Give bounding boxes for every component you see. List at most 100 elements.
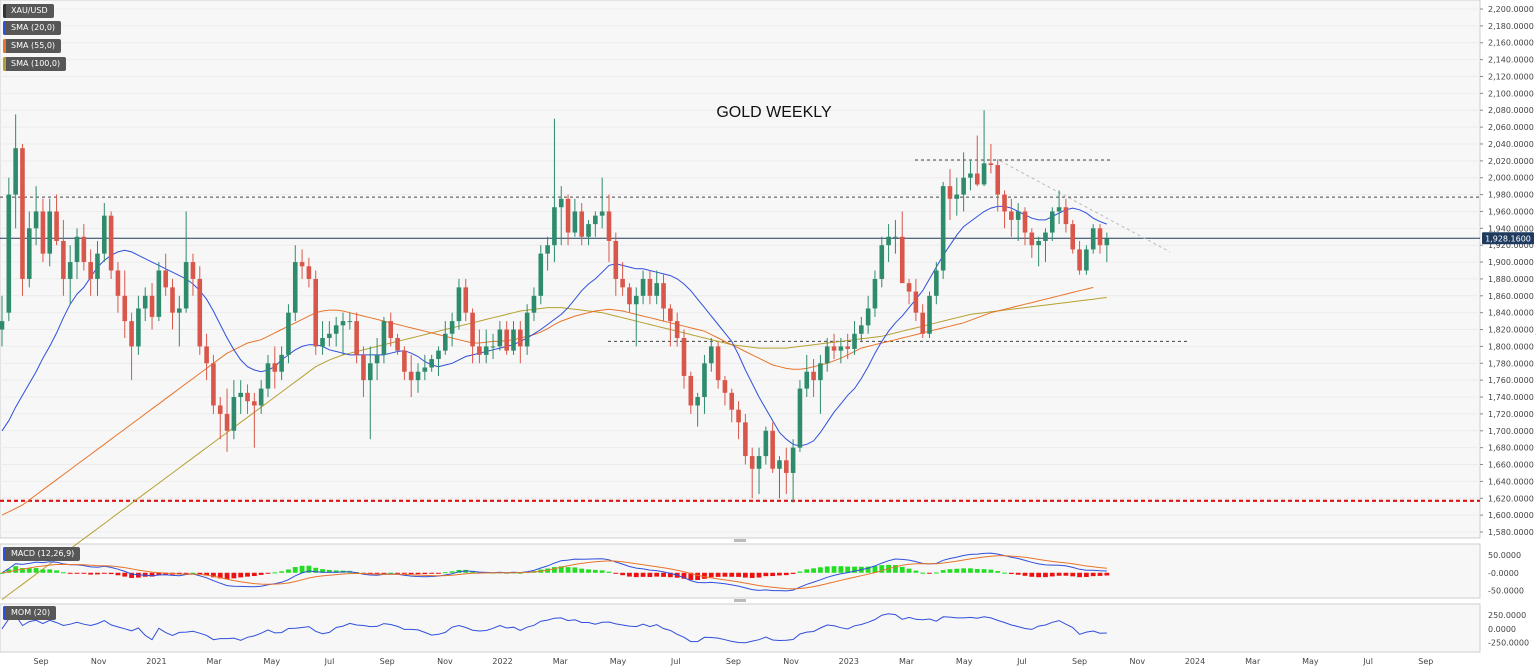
sma100-swatch [3,57,6,71]
macd-histogram-bar [395,572,400,574]
candle-body [1002,194,1007,212]
candle [681,329,687,389]
mom-tag[interactable]: MOM (20) [3,606,57,620]
macd-histogram-bar [6,569,12,573]
macd-histogram-bar [913,570,919,573]
price-tick-label: 1,840.0000 [1488,309,1534,318]
candle-body [681,337,687,376]
macd-histogram-bar [756,572,762,578]
macd-histogram-bar [1090,572,1096,577]
candle-body [961,177,966,195]
candle [306,257,312,288]
candle [33,186,39,246]
candle [1036,236,1041,267]
symbol-tag[interactable]: XAU/USD [3,4,54,18]
macd-histogram-bar [852,566,857,573]
candle [1002,190,1007,229]
candle [443,321,448,355]
candle-body [108,215,114,271]
macd-histogram-bar [749,572,755,578]
candle-body [647,278,653,296]
time-tick-label: Jul [670,657,681,666]
candle [204,333,209,381]
candle [599,177,605,229]
macd-histogram-bar [667,572,673,578]
candle [784,447,789,495]
candle [142,287,148,322]
macd-histogram-bar [831,566,837,573]
candle-body [361,354,366,381]
mom-label: MOM (20) [11,608,51,617]
price-tick-label: 1,860.0000 [1488,292,1534,301]
candle [272,346,278,389]
candle-body [477,346,482,355]
candle [552,118,557,263]
pane-resize-handle[interactable] [734,539,746,542]
price-tick-label: 1,980.0000 [1488,191,1534,200]
macd-histogram-bar [149,572,155,577]
macd-histogram-bar [906,568,912,573]
candle [95,240,100,296]
candle [824,337,830,372]
candle-body [859,325,864,334]
candle-body [272,363,278,372]
macd-histogram-bar [988,569,994,573]
candle-body [408,371,414,381]
candle-body [415,371,421,381]
candle [108,211,114,279]
macd-histogram-bar [415,572,421,575]
candle-body [784,460,789,473]
macd-histogram-bar [933,572,939,574]
sma55-label: SMA (55,0) [11,41,56,50]
macd-plot-area [0,543,1481,599]
macd-histogram-bar [74,572,80,574]
candle-body [81,236,87,263]
candle [497,321,503,351]
candle [518,321,523,364]
macd-histogram-bar [633,572,639,578]
macd-histogram-bar [190,572,196,574]
candle [947,169,953,220]
candle [572,198,578,237]
momentum-line [1,613,1107,644]
sma100-tag[interactable]: SMA (100,0) [3,57,67,71]
price-tick-label: 2,200.0000 [1488,5,1534,14]
price-tick-label: 2,160.0000 [1488,39,1534,48]
candle-body [627,287,632,305]
candle [640,270,646,305]
candle [436,346,441,376]
macd-histogram-bar [374,572,380,574]
candle-body [429,359,434,368]
macd-histogram-bar [333,570,339,573]
pane-resize-handle[interactable] [734,599,746,602]
candle-body [552,207,557,246]
macd-histogram-bar [947,569,953,573]
candle-body [538,253,544,296]
candle [831,333,837,360]
time-tick-label: Mar [1245,657,1261,666]
candle [26,211,32,288]
candle [688,371,694,414]
mom-swatch [3,606,6,620]
macd-histogram-bar [688,572,694,580]
macd-swatch [3,547,6,561]
macd-histogram-bar [1104,572,1110,576]
candle-body [818,363,823,381]
mom-tick-label: 250.0000 [1488,611,1526,620]
sma20-tag[interactable]: SMA (20,0) [3,21,62,35]
candle-body [327,333,332,338]
candle-body [968,173,973,178]
macd-histogram-bar [122,572,128,577]
sma55-tag[interactable]: SMA (55,0) [3,39,62,53]
candle [129,312,134,381]
candle [913,278,919,322]
candle-body [838,346,844,351]
price-tick-label: 1,880.0000 [1488,275,1534,284]
candle-body [204,346,209,364]
time-tick-label: Sep [33,657,48,666]
macd-tag[interactable]: MACD (12,26,9) [3,547,81,561]
candle [899,211,905,284]
candle-body [668,308,673,322]
candle [749,447,755,499]
